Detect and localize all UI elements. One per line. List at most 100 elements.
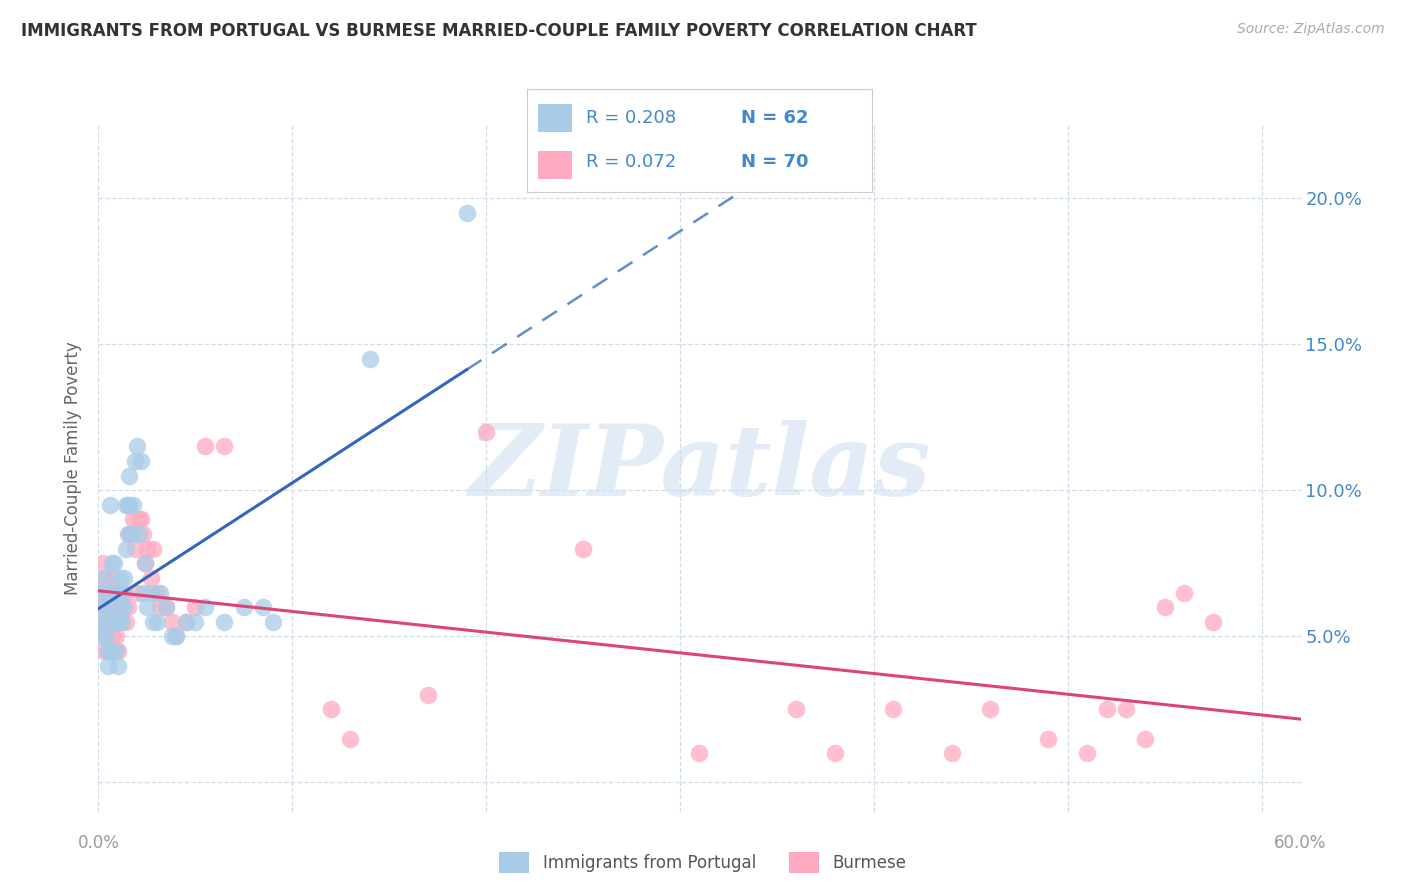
Point [127, 585, 149, 599]
Point [118, 468, 141, 483]
Point [194, 600, 217, 615]
Point [572, 541, 595, 556]
Point [149, 600, 172, 615]
Point [132, 585, 155, 599]
Point [96, 629, 118, 643]
Point [93, 600, 115, 615]
Point [97, 644, 120, 658]
Point [103, 615, 125, 629]
Point [112, 600, 135, 615]
Point [104, 585, 127, 599]
Point [134, 556, 156, 570]
Point [232, 600, 254, 615]
Point [145, 615, 167, 629]
Point [93, 644, 115, 658]
Text: ZIPatlas: ZIPatlas [468, 420, 931, 516]
Point [1202, 615, 1225, 629]
Point [98, 615, 121, 629]
Point [127, 439, 149, 453]
Bar [537, 103, 572, 132]
Point [89, 615, 111, 629]
Point [108, 585, 131, 599]
Point [91, 585, 114, 599]
Point [107, 658, 129, 673]
Point [120, 527, 142, 541]
Point [101, 615, 124, 629]
Point [689, 746, 711, 760]
Point [104, 629, 127, 643]
Point [114, 498, 136, 512]
Point [129, 512, 152, 526]
Text: R = 0.208: R = 0.208 [586, 109, 676, 127]
Legend: Immigrants from Portugal, Burmese: Immigrants from Portugal, Burmese [492, 846, 914, 880]
Point [98, 585, 121, 599]
Point [142, 615, 165, 629]
Point [941, 746, 963, 760]
Point [174, 615, 197, 629]
Point [122, 498, 145, 512]
Point [139, 571, 162, 585]
Point [155, 600, 177, 615]
Y-axis label: Married-Couple Family Poverty: Married-Couple Family Poverty [65, 342, 83, 595]
Point [97, 600, 120, 615]
Point [103, 644, 125, 658]
Point [252, 600, 274, 615]
Point [112, 571, 135, 585]
Point [96, 629, 118, 643]
Text: N = 62: N = 62 [741, 109, 808, 127]
Point [91, 629, 114, 643]
Point [134, 556, 156, 570]
Point [1076, 746, 1098, 760]
Point [111, 585, 134, 599]
Point [359, 351, 381, 366]
Point [122, 512, 145, 526]
Point [104, 615, 127, 629]
Point [129, 454, 152, 468]
Point [108, 615, 131, 629]
Point [98, 644, 121, 658]
Point [155, 600, 177, 615]
Point [107, 615, 129, 629]
Point [135, 600, 157, 615]
Point [145, 585, 167, 599]
Point [107, 585, 129, 599]
Point [118, 527, 141, 541]
Point [160, 629, 183, 643]
Point [111, 600, 134, 615]
Point [96, 571, 118, 585]
Point [98, 585, 121, 599]
Point [118, 498, 141, 512]
Bar [537, 151, 572, 179]
Point [103, 585, 125, 599]
Point [91, 600, 114, 615]
Point [104, 644, 127, 658]
Point [339, 731, 361, 746]
Point [139, 585, 162, 599]
Point [97, 658, 120, 673]
Point [128, 527, 150, 541]
Text: IMMIGRANTS FROM PORTUGAL VS BURMESE MARRIED-COUPLE FAMILY POVERTY CORRELATION CH: IMMIGRANTS FROM PORTUGAL VS BURMESE MARR… [21, 22, 977, 40]
Point [93, 615, 115, 629]
Point [319, 702, 342, 716]
Text: R = 0.072: R = 0.072 [586, 153, 676, 171]
Point [96, 615, 118, 629]
Point [114, 541, 136, 556]
Point [142, 541, 165, 556]
Point [117, 498, 139, 512]
Point [117, 527, 139, 541]
Point [135, 541, 157, 556]
Text: 60.0%: 60.0% [1274, 834, 1327, 852]
Point [103, 556, 125, 570]
Point [124, 454, 146, 468]
Point [1153, 600, 1175, 615]
Point [1115, 702, 1137, 716]
Point [1095, 702, 1118, 716]
Point [101, 600, 124, 615]
Point [97, 615, 120, 629]
Point [124, 541, 146, 556]
Point [96, 600, 118, 615]
Point [1038, 731, 1060, 746]
Point [108, 600, 131, 615]
Point [101, 585, 124, 599]
Point [107, 644, 129, 658]
